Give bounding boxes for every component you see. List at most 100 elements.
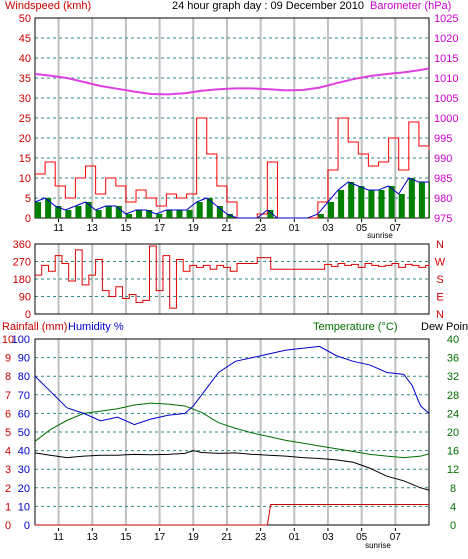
direction-tick-label: 360 xyxy=(13,239,31,251)
hour-tick-label: 05 xyxy=(356,532,368,543)
humidity-tick-label: 50 xyxy=(18,427,30,439)
temperature-tick-label: 28 xyxy=(447,390,459,402)
humidity-tick-label: 60 xyxy=(18,408,30,420)
humidity-tick-label: 90 xyxy=(18,353,30,365)
rainfall-axis-title: Rainfall (mm) xyxy=(2,321,67,333)
wind-tick-label: 10 xyxy=(19,173,31,185)
wind-tick-label: 0 xyxy=(25,213,31,225)
compass-tick-label: N xyxy=(436,239,444,251)
wind-average-bar xyxy=(35,202,42,218)
sunrise-label-top: sunrise xyxy=(367,231,393,240)
wind-average-bar xyxy=(75,206,82,218)
baro-tick-label: 990 xyxy=(434,153,452,165)
humidity-tick-label: 70 xyxy=(18,390,30,402)
wind-average-bar xyxy=(125,214,132,218)
wind-tick-label: 15 xyxy=(19,153,31,165)
hour-tick-label: 05 xyxy=(356,223,368,234)
wind-tick-label: 40 xyxy=(19,53,31,65)
rain-tick-label: 2 xyxy=(5,483,11,495)
wind-average-bar xyxy=(388,186,395,218)
hour-tick-label: 01 xyxy=(289,223,301,234)
hour-tick-label: 13 xyxy=(87,223,99,234)
rain-tick-label: 9 xyxy=(5,353,11,365)
hour-tick-label: 17 xyxy=(154,532,166,543)
hour-tick-label: 21 xyxy=(221,223,233,234)
temperature-tick-label: 8 xyxy=(450,483,456,495)
graph-title: 24 hour graph day : 09 December 2010 xyxy=(172,0,364,12)
baro-tick-label: 980 xyxy=(434,193,452,205)
hour-tick-label: 19 xyxy=(188,223,200,234)
wind-average-bar xyxy=(176,210,183,218)
temperature-tick-label: 40 xyxy=(447,334,459,346)
barometer-line xyxy=(34,67,430,96)
wind-average-bar xyxy=(408,178,415,218)
hour-tick-label: 07 xyxy=(390,223,402,234)
wind-average-bar xyxy=(429,182,430,218)
temperature-tick-label: 36 xyxy=(447,353,459,365)
temperature-axis-title: Temperature (°C) xyxy=(313,321,397,333)
wind-average-bar xyxy=(418,182,425,218)
direction-tick-label: 180 xyxy=(13,274,31,286)
wind-average-bar xyxy=(206,198,213,218)
wind-tick-label: 35 xyxy=(19,73,31,85)
compass-tick-label: W xyxy=(435,257,446,269)
wind-tick-label: 50 xyxy=(19,13,31,25)
baro-tick-label: 1000 xyxy=(434,113,458,125)
wind-average-bar xyxy=(186,210,193,218)
baro-tick-label: 1005 xyxy=(434,93,458,105)
wind-average-bar xyxy=(317,214,324,218)
wind-average-bar xyxy=(216,206,223,218)
wind-average-bar xyxy=(136,210,143,218)
temperature-tick-label: 24 xyxy=(447,408,459,420)
rain-tick-label: 3 xyxy=(5,464,11,476)
wind-average-bar xyxy=(338,190,345,218)
hour-tick-label: 21 xyxy=(221,532,233,543)
wind-tick-label: 25 xyxy=(19,113,31,125)
rain-tick-label: 0 xyxy=(5,520,11,532)
wind-average-line xyxy=(34,177,429,219)
wind-average-bar xyxy=(55,206,62,218)
humidity-tick-label: 80 xyxy=(18,371,30,383)
humidity-axis-title: Humidity % xyxy=(68,321,124,333)
wind-tick-label: 5 xyxy=(25,193,31,205)
rain-tick-label: 4 xyxy=(5,446,11,458)
compass-tick-label: E xyxy=(436,292,443,304)
direction-tick-label: 90 xyxy=(19,292,31,304)
temperature-tick-label: 16 xyxy=(447,446,459,458)
wind-tick-label: 20 xyxy=(19,133,31,145)
humidity-tick-label: 10 xyxy=(18,501,30,513)
baro-tick-label: 975 xyxy=(434,213,452,225)
wind-direction-line xyxy=(35,245,430,309)
humidity-tick-label: 100 xyxy=(12,334,30,346)
wind-average-bar xyxy=(348,182,355,218)
wind-tick-label: 45 xyxy=(19,33,31,45)
hour-tick-label: 23 xyxy=(255,532,267,543)
wind-average-bar xyxy=(196,202,203,218)
compass-tick-label: S xyxy=(436,274,443,286)
baro-tick-label: 985 xyxy=(434,173,452,185)
temperature-line xyxy=(34,402,430,459)
hour-tick-label: 03 xyxy=(322,532,334,543)
humidity-tick-label: 0 xyxy=(24,520,30,532)
hour-tick-label: 03 xyxy=(322,223,334,234)
wind-average-bar xyxy=(85,202,92,218)
barometer-axis-title: Barometer (hPa) xyxy=(370,0,451,12)
humidity-tick-label: 40 xyxy=(18,446,30,458)
temperature-tick-label: 12 xyxy=(447,464,459,476)
rain-tick-label: 8 xyxy=(5,371,11,383)
rain-tick-label: 6 xyxy=(5,408,11,420)
plot-border xyxy=(34,243,430,315)
windspeed-axis-title: Windspeed (kmh) xyxy=(5,0,91,12)
hour-tick-label: 07 xyxy=(390,532,402,543)
baro-tick-label: 1010 xyxy=(434,73,458,85)
hour-tick-label: 15 xyxy=(120,532,132,543)
hour-tick-label: 19 xyxy=(188,532,200,543)
hour-tick-label: 23 xyxy=(255,223,267,234)
hour-tick-label: 11 xyxy=(53,532,64,543)
temperature-tick-label: 0 xyxy=(450,520,456,532)
compass-tick-label: N xyxy=(436,309,444,321)
wind-average-bar xyxy=(65,210,72,218)
humidity-temperature-panel: 0123456789100102030405060708090100048121… xyxy=(2,334,459,550)
